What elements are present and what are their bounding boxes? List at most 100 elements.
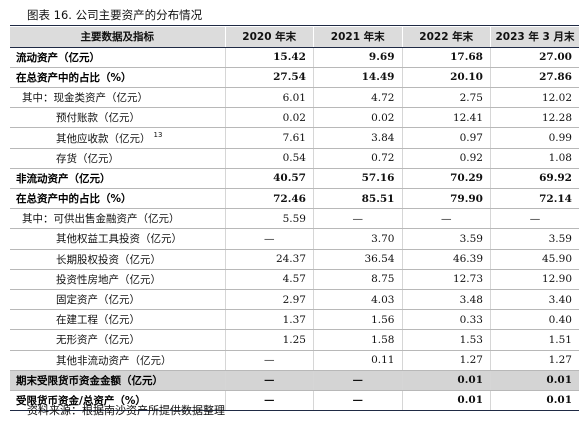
cell-value: 27.54 [224,67,314,89]
table-row: 期末受限货币资金金额（亿元） — —0.01 0.01 [10,370,579,391]
row-label-text: 其他非流动资产（亿元） [56,354,172,367]
row-label-text: 投资性房地产（亿元） [56,273,161,286]
row-label: 存货（亿元） [10,148,225,169]
cell-value: 27.86 [490,67,579,89]
cell-value: 2.97 [224,289,314,311]
cell-value: — [313,390,402,412]
cell-value: 12.02 [490,87,579,109]
cell-value: 12.73 [401,269,491,290]
row-label: 期末受限货币资金金额（亿元） [10,370,225,391]
row-label: 在总资产中的占比（%） [10,188,225,210]
cell-value: 4.57 [224,269,314,290]
table-row: 其他非流动资产（亿元） —0.11 1.27 1.27 [10,350,579,371]
cell-value: 6.01 [224,87,314,109]
column-header-indicator: 主要数据及指标 [10,27,225,48]
row-label: 非流动资产（亿元） [10,168,225,190]
cell-value: 0.40 [490,309,579,331]
row-label-text: 无形资产（亿元） [56,334,140,347]
row-label: 其中：可供出售金融资产（亿元） [10,208,225,230]
cell-value: 8.75 [313,269,402,290]
cell-value: 1.51 [490,329,579,351]
row-label: 固定资产（亿元） [10,289,225,311]
column-header-2023-q1: 2023 年 3 月末 [490,27,579,48]
cell-value: 12.28 [490,107,579,129]
cell-value: 3.48 [401,289,491,311]
cell-value: 0.54 [224,148,314,169]
table-body: 流动资产（亿元） 15.42 9.69 17.68 27.00 在总资产中的占比（%） 27… [10,47,579,412]
cell-value: — [224,350,314,371]
cell-value: 1.27 [490,350,579,371]
cell-value: 0.01 [490,390,579,412]
table-row: 长期股权投资（亿元） 24.37 36.54 46.39 45.90 [10,249,579,270]
table-row: 预付账款（亿元） 0.02 0.02 12.41 12.28 [10,107,579,129]
cell-value: 1.27 [401,350,491,371]
table-row: 在建工程（亿元） 1.37 1.56 0.33 0.40 [10,309,579,331]
table-row: 其中：现金类资产（亿元） 6.01 4.72 2.75 12.02 [10,87,579,109]
cell-value: 45.90 [490,249,579,270]
row-label-text: 其中：可供出售金融资产（亿元） [22,213,180,226]
asset-distribution-table: 主要数据及指标 2020 年末 2021 年末 2022 年末 2023 年 3… [10,27,579,412]
column-header-2022: 2022 年末 [401,27,491,48]
cell-value: 20.10 [401,67,491,89]
cell-value: 1.53 [401,329,491,351]
cell-value: 0.92 [401,148,491,169]
cell-value: 1.08 [490,148,579,169]
cell-value: 72.14 [490,188,579,210]
footnote-marker: 13 [153,131,163,140]
row-label-text: 固定资产（亿元） [56,294,140,307]
cell-value: 1.58 [313,329,402,351]
table-row: 在总资产中的占比（%） 27.54 14.49 20.10 27.86 [10,67,579,89]
cell-value: — [224,228,314,250]
row-label: 预付账款（亿元） [10,107,225,129]
table-row: 投资性房地产（亿元） 4.57 8.75 12.73 12.90 [10,269,579,290]
cell-value: 3.59 [490,228,579,250]
cell-value: 1.56 [313,309,402,331]
cell-value: 3.40 [490,289,579,311]
row-label-text: 在总资产中的占比（%） [16,71,132,84]
cell-value: 0.01 [401,390,491,412]
row-label: 流动资产（亿元） [10,47,225,68]
caption-rule [10,25,579,26]
cell-value: 79.90 [401,188,491,210]
cell-value: — [313,370,402,391]
cell-value: 14.49 [313,67,402,89]
row-label-text: 其中：现金类资产（亿元） [22,92,148,105]
cell-value: 85.51 [313,188,402,210]
cell-value: 0.99 [490,127,579,149]
table-row: 非流动资产（亿元） 40.57 57.16 70.29 69.92 [10,168,579,190]
cell-value: 5.59 [224,208,314,230]
table-row: 存货（亿元） 0.54 0.72 0.92 1.08 [10,148,579,169]
cell-value: 57.16 [313,168,402,190]
cell-value: — [224,390,314,412]
row-label: 投资性房地产（亿元） [10,269,225,290]
table-header-row: 主要数据及指标 2020 年末 2021 年末 2022 年末 2023 年 3… [10,27,579,48]
cell-value: 7.61 [224,127,314,149]
cell-value: — [401,208,491,230]
row-label-text: 在建工程（亿元） [56,314,140,327]
row-label: 其中：现金类资产（亿元） [10,87,225,109]
cell-value: 0.33 [401,309,491,331]
cell-value: 17.68 [401,47,491,68]
row-label-text: 存货（亿元） [56,152,119,165]
cell-value: 2.75 [401,87,491,109]
cell-value: 3.70 [313,228,402,250]
row-label-text: 流动资产（亿元） [16,51,100,64]
cell-value: — [224,370,314,391]
cell-value: 40.57 [224,168,314,190]
row-label-text: 长期股权投资（亿元） [56,253,161,266]
cell-value: 12.41 [401,107,491,129]
table-row: 其中：可供出售金融资产（亿元） 5.59— — — [10,208,579,230]
cell-value: 72.46 [224,188,314,210]
cell-value: 0.02 [224,107,314,129]
row-label-text: 其他应收款（亿元） [56,132,151,145]
cell-value: 4.03 [313,289,402,311]
cell-value: 46.39 [401,249,491,270]
table-row: 其他权益工具投资（亿元） —3.70 3.59 3.59 [10,228,579,250]
cell-value: 0.01 [401,370,491,391]
row-label-text: 在总资产中的占比（%） [16,193,132,206]
cell-value: 0.02 [313,107,402,129]
cell-value: 36.54 [313,249,402,270]
row-label-text: 预付账款（亿元） [56,112,140,125]
column-header-2021: 2021 年末 [313,27,402,48]
cell-value: 3.84 [313,127,402,149]
